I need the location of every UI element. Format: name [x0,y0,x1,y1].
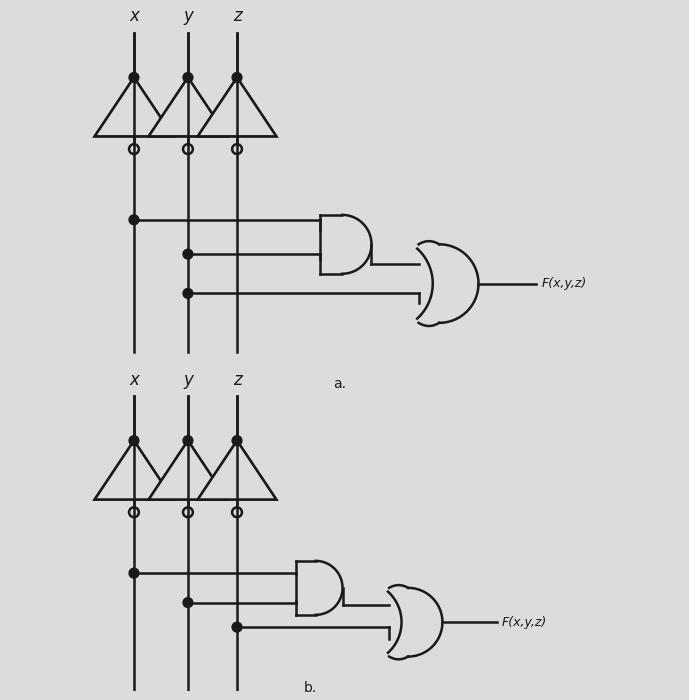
Circle shape [232,435,242,445]
Circle shape [183,73,193,83]
Text: y: y [183,8,193,25]
Circle shape [183,288,193,298]
Text: z: z [233,8,241,25]
Circle shape [129,508,139,517]
Text: x: x [129,8,139,25]
Text: F(x,y,z): F(x,y,z) [542,277,586,290]
Circle shape [183,598,193,608]
Polygon shape [198,440,276,500]
Circle shape [232,508,242,517]
Text: y: y [183,370,193,388]
Circle shape [232,622,242,632]
Text: x: x [129,370,139,388]
Polygon shape [94,78,173,136]
Text: z: z [233,370,241,388]
Polygon shape [198,78,276,136]
Circle shape [232,144,242,154]
Circle shape [129,435,139,445]
Circle shape [129,144,139,154]
Text: F(x,y,z): F(x,y,z) [502,616,547,629]
Circle shape [183,249,193,259]
Text: b.: b. [304,681,317,695]
Circle shape [232,73,242,83]
Circle shape [183,435,193,445]
Polygon shape [94,440,173,500]
Text: a.: a. [333,377,347,391]
Circle shape [129,215,139,225]
Circle shape [183,144,193,154]
Circle shape [129,73,139,83]
Circle shape [129,568,139,578]
Polygon shape [149,440,227,500]
Circle shape [183,508,193,517]
Polygon shape [149,78,227,136]
